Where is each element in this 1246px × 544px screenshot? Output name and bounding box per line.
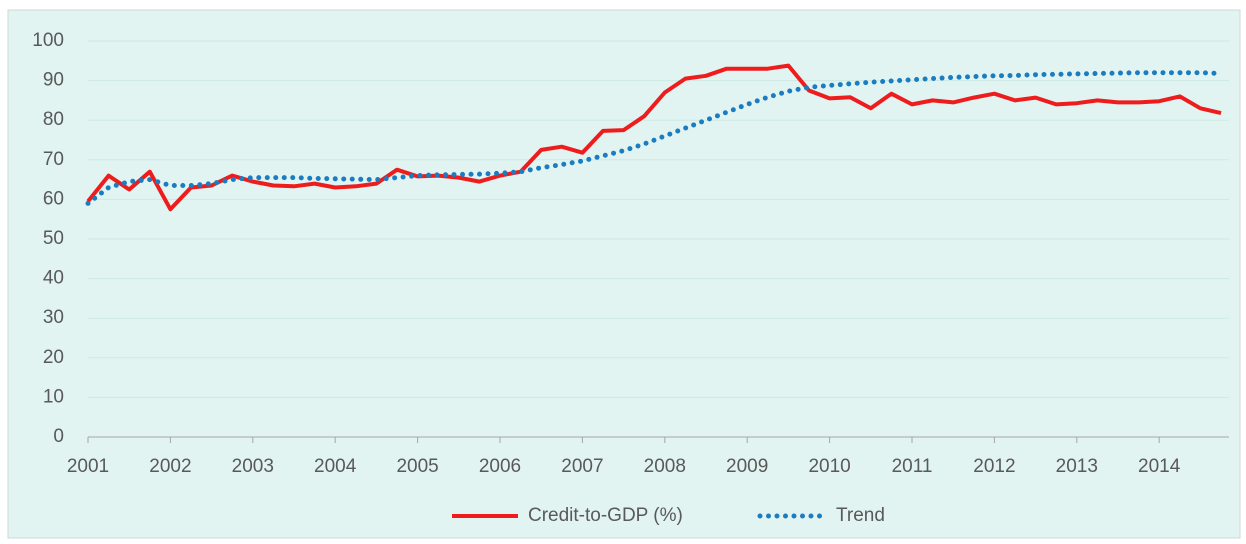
- x-tick-label: 2014: [1138, 456, 1181, 477]
- x-tick-label: 2006: [479, 456, 521, 477]
- y-tick-label: 100: [32, 30, 64, 51]
- series-line: [86, 63, 1222, 212]
- x-tick-label: 2004: [314, 456, 357, 477]
- y-tick-label: 10: [43, 386, 64, 407]
- series-line: [85, 70, 1224, 206]
- x-tick-label: 2009: [726, 456, 768, 477]
- x-tick-label: 2007: [561, 456, 603, 477]
- y-tick-label: 90: [43, 70, 64, 91]
- y-tick-label: 0: [53, 426, 64, 447]
- x-tick-label: 2012: [973, 456, 1015, 477]
- x-tick-label: 2003: [232, 456, 274, 477]
- y-tick-label: 70: [43, 149, 64, 170]
- x-tick-label: 2010: [808, 456, 850, 477]
- y-tick-label: 60: [43, 188, 64, 209]
- x-tick-label: 2011: [892, 456, 933, 477]
- y-tick-label: 20: [43, 347, 64, 368]
- y-tick-label: 40: [43, 268, 64, 289]
- y-tick-label: 50: [43, 228, 64, 249]
- x-tick-label: 2005: [396, 456, 438, 477]
- y-tick-label: 80: [43, 109, 64, 130]
- legend-label: Credit-to-GDP (%): [528, 505, 683, 526]
- x-tick-label: 2013: [1056, 456, 1098, 477]
- x-tick-label: 2008: [644, 456, 686, 477]
- y-tick-label: 30: [43, 307, 64, 328]
- x-tick-label: 2002: [149, 456, 191, 477]
- x-tick-label: 2001: [67, 456, 109, 477]
- legend-label: Trend: [836, 505, 885, 526]
